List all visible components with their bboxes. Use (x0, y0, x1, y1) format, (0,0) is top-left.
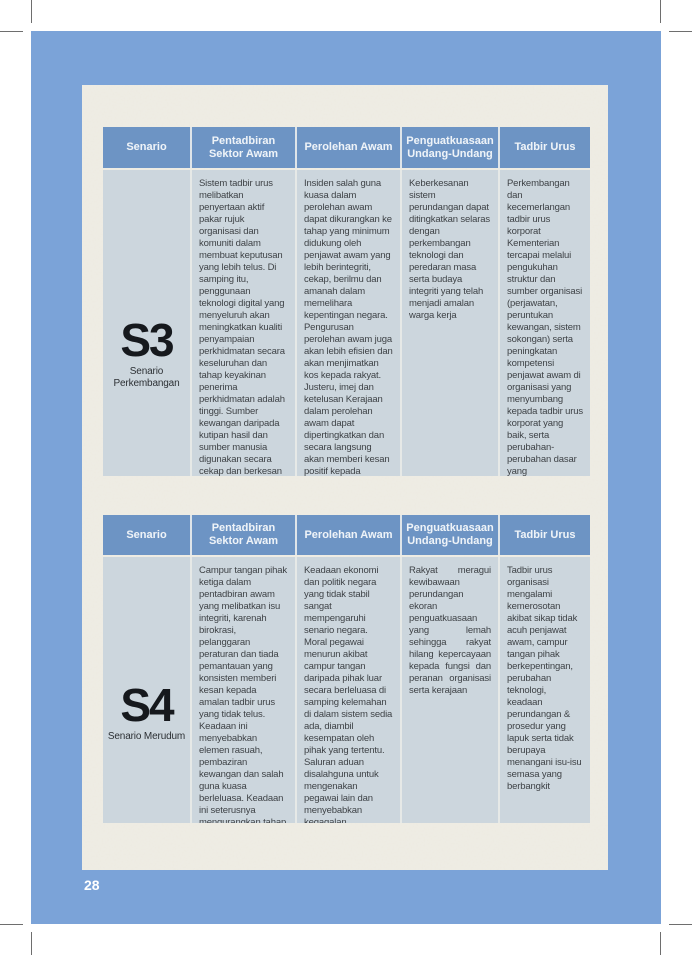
column-header-penguatkuasaan-undang-undang: Penguatkuasaan Undang-Undang (402, 515, 500, 555)
crop-mark (0, 31, 23, 32)
scenario-table-s4: Senario Pentadbiran Sektor Awam Peroleha… (103, 515, 590, 823)
scenario-block: S3 Senario Perkembangan (104, 317, 190, 390)
column-header-tadbir-urus: Tadbir Urus (500, 127, 590, 168)
column-header-perolehan-awam: Perolehan Awam (297, 515, 402, 555)
column-header-perolehan-awam: Perolehan Awam (297, 127, 402, 168)
cell-perolehan-awam: Insiden salah guna kuasa dalam perolehan… (297, 170, 402, 476)
scenario-code: S3 (120, 313, 174, 366)
column-header-senario: Senario (103, 127, 192, 168)
crop-mark (31, 0, 32, 23)
cell-pentadbiran-sektor-awam: Campur tangan pihak ketiga dalam pentadb… (192, 557, 297, 823)
crop-mark (669, 31, 692, 32)
scenario-name: Senario Perkembangan (113, 365, 180, 389)
cell-tadbir-urus: Perkembangan dan kecemerlangan tadbir ur… (500, 170, 590, 476)
cell-penguatkuasaan-undang-undang: Rakyat meragui kewibawaan perundangan ek… (402, 557, 500, 823)
scenario-label-cell: S3 Senario Perkembangan (103, 170, 192, 476)
scenario-block: S4 Senario Merudum (104, 682, 190, 743)
column-header-pentadbiran-sektor-awam: Pentadbiran Sektor Awam (192, 127, 297, 168)
cell-perolehan-awam: Keadaan ekonomi dan politik negara yang … (297, 557, 402, 823)
crop-mark (31, 932, 32, 955)
column-header-pentadbiran-sektor-awam: Pentadbiran Sektor Awam (192, 515, 297, 555)
scenario-label-cell: S4 Senario Merudum (103, 557, 192, 823)
crop-mark (669, 924, 692, 925)
crop-mark (0, 924, 23, 925)
table-header-row: Senario Pentadbiran Sektor Awam Peroleha… (103, 515, 590, 555)
cell-pentadbiran-sektor-awam: Sistem tadbir urus melibatkan penyertaan… (192, 170, 297, 476)
table-body-row: S3 Senario Perkembangan Sistem tadbir ur… (103, 170, 590, 476)
scenario-table-s3: Senario Pentadbiran Sektor Awam Peroleha… (103, 127, 590, 476)
table-header-row: Senario Pentadbiran Sektor Awam Peroleha… (103, 127, 590, 168)
cell-penguatkuasaan-undang-undang: Keberkesanan sistem perundangan dapat di… (402, 170, 500, 476)
page-number: 28 (84, 877, 100, 893)
column-header-penguatkuasaan-undang-undang: Penguatkuasaan Undang-Undang (402, 127, 500, 168)
scenario-name: Senario Merudum (107, 730, 186, 742)
column-header-tadbir-urus: Tadbir Urus (500, 515, 590, 555)
cell-tadbir-urus: Tadbir urus organisasi mengalami kemeros… (500, 557, 590, 823)
crop-mark (660, 0, 661, 23)
crop-mark (660, 932, 661, 955)
table-body-row: S4 Senario Merudum Campur tangan pihak k… (103, 557, 590, 823)
column-header-senario: Senario (103, 515, 192, 555)
scenario-code: S4 (120, 678, 174, 731)
